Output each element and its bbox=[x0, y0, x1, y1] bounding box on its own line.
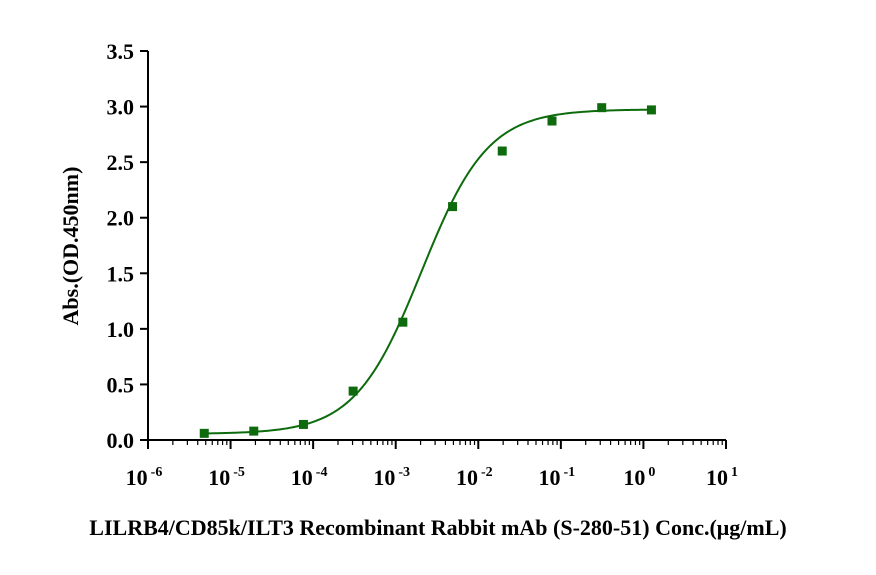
data-point bbox=[348, 386, 358, 396]
x-tick-label: 10 -6 bbox=[126, 465, 163, 490]
x-axis-label: LILRB4/CD85k/ILT3 Recombinant Rabbit mAb… bbox=[89, 515, 786, 540]
x-tick-label: 10 1 bbox=[706, 465, 738, 490]
x-tick-label: 10 -5 bbox=[208, 465, 245, 490]
y-tick-label: 0.0 bbox=[107, 428, 135, 453]
y-tick-label: 3.0 bbox=[107, 95, 135, 120]
data-point bbox=[547, 116, 557, 126]
axes: 0.0 0.5 1.0 1.5 2.0 2.5 3.0 3.5 10 -6 10 -5 10 -4 10 -3… bbox=[107, 39, 739, 490]
y-axis-label: Abs.(OD.450nm) bbox=[58, 167, 83, 326]
fit-curve bbox=[204, 108, 652, 435]
data-point bbox=[199, 428, 209, 438]
data-point bbox=[398, 317, 408, 327]
y-tick-label: 0.5 bbox=[107, 372, 135, 397]
x-tick-label: 10 -3 bbox=[373, 465, 410, 490]
data-point bbox=[298, 419, 308, 429]
data-point bbox=[448, 202, 458, 212]
fit-curve-layer bbox=[204, 108, 652, 435]
data-point bbox=[497, 146, 507, 156]
data-point bbox=[249, 426, 259, 436]
y-tick-label: 2.0 bbox=[107, 206, 135, 231]
data-point bbox=[646, 105, 656, 115]
data-points-layer bbox=[199, 103, 656, 438]
x-tick-label: 10 0 bbox=[623, 465, 655, 490]
x-tick-label: 10 -2 bbox=[456, 465, 493, 490]
x-tick-label: 10 -4 bbox=[291, 465, 328, 490]
y-tick-label: 1.0 bbox=[107, 317, 135, 342]
x-tick-label: 10 -1 bbox=[539, 465, 576, 490]
data-point bbox=[597, 103, 607, 113]
y-tick-label: 1.5 bbox=[107, 261, 135, 286]
y-tick-label: 3.5 bbox=[107, 39, 135, 64]
y-tick-label: 2.5 bbox=[107, 150, 135, 175]
